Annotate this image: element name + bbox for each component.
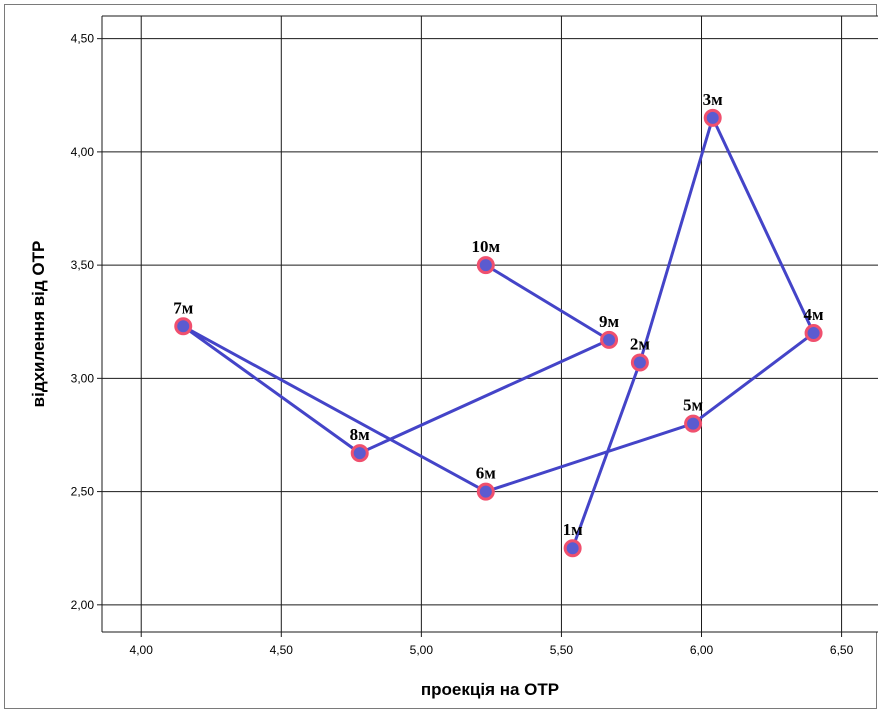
x-tick-label: 4,50 <box>270 643 294 657</box>
series-line <box>181 116 816 549</box>
data-point-label: 6м <box>476 464 497 483</box>
x-tick-label: 5,50 <box>550 643 574 657</box>
x-tick-label: 6,50 <box>830 643 854 657</box>
data-point-label: 10м <box>472 237 501 256</box>
y-tick-label: 2,50 <box>71 485 95 499</box>
x-tick-label: 5,00 <box>410 643 434 657</box>
data-point-marker <box>476 256 495 275</box>
data-point-label: 2м <box>630 335 651 354</box>
x-tick-label: 4,00 <box>130 643 154 657</box>
marker-group <box>174 108 823 558</box>
plot-area <box>102 16 878 632</box>
data-point-marker <box>350 444 369 463</box>
data-point-marker <box>684 414 703 433</box>
y-tick-label: 4,50 <box>71 32 95 46</box>
data-point-marker <box>174 317 193 336</box>
y-axis-title: відхилення від ОТР <box>29 241 48 408</box>
series-line-group <box>181 116 816 549</box>
data-point-label: 8м <box>350 425 371 444</box>
axes <box>97 15 878 637</box>
data-point-label: 3м <box>703 90 724 109</box>
data-point-marker <box>476 482 495 501</box>
data-point-label: 7м <box>173 298 194 317</box>
data-point-marker <box>630 353 649 372</box>
data-point-label: 5м <box>683 396 704 415</box>
x-axis-title: проекція на ОТР <box>421 680 559 699</box>
tick-labels: 4,00 4,50 5,00 5,50 6,00 6,50 2,00 2,50 3,00 3,50… <box>71 32 854 657</box>
y-tick-label: 3,50 <box>71 258 95 272</box>
data-point-label: 1м <box>563 520 584 539</box>
y-tick-label: 2,00 <box>71 598 95 612</box>
y-tick-label: 3,00 <box>71 371 95 385</box>
data-point-label: 4м <box>804 305 825 324</box>
data-point-marker <box>804 324 823 343</box>
y-tick-label: 4,00 <box>71 145 95 159</box>
data-point-marker <box>563 539 582 558</box>
data-point-marker <box>600 330 619 349</box>
point-label-group: 1м 2м 3м 4м 5м 6м 7м 8м 9м 10м <box>173 90 824 539</box>
data-point-label: 9м <box>599 312 620 331</box>
x-tick-label: 6,00 <box>690 643 714 657</box>
data-point-marker <box>703 108 722 127</box>
